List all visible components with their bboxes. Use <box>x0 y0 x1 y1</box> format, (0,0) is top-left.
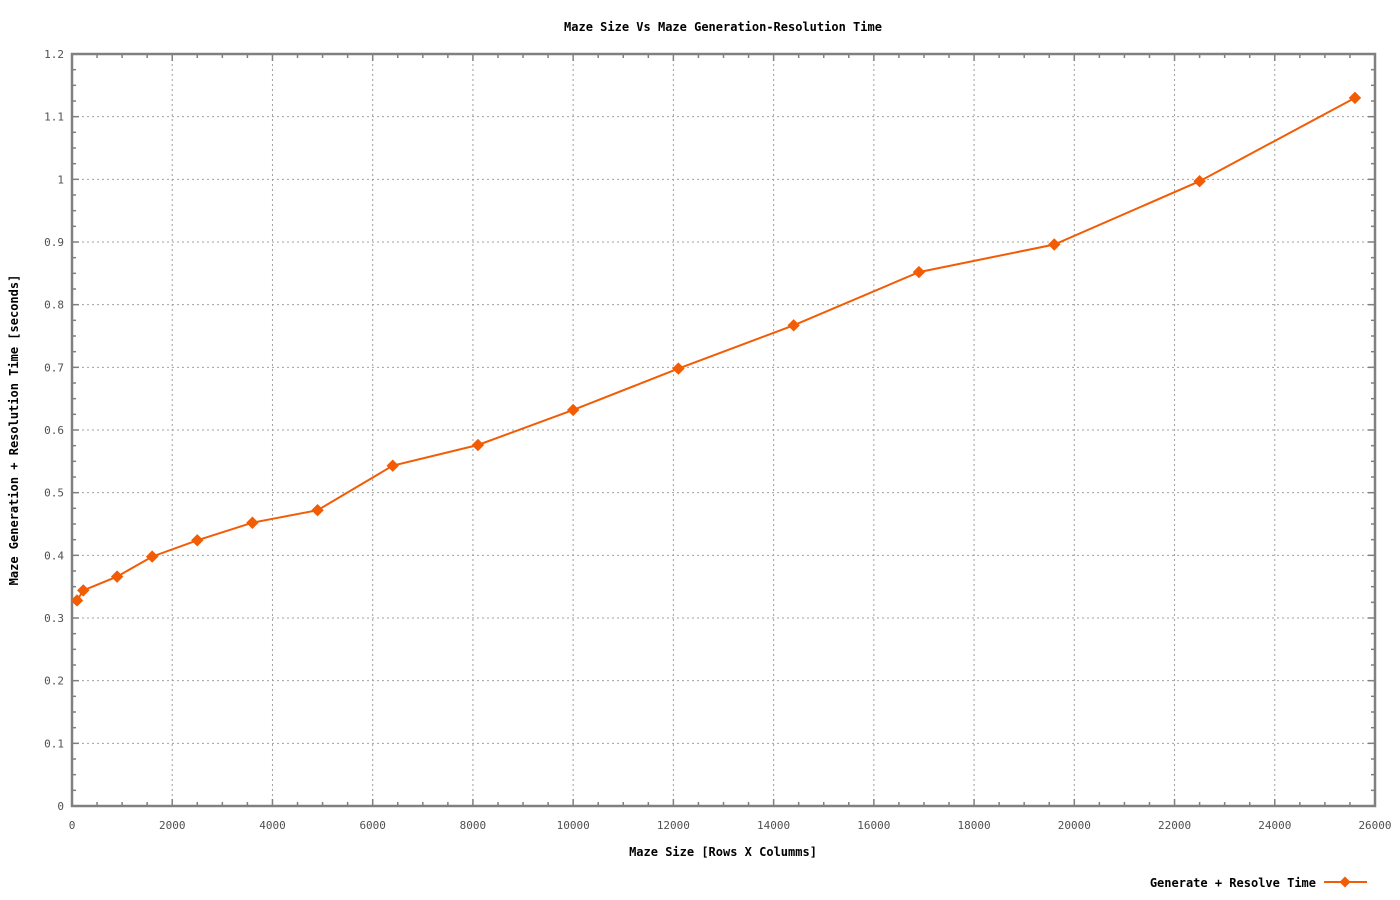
grid <box>72 54 1375 806</box>
x-tick-label: 0 <box>69 819 76 832</box>
y-tick-label: 1.1 <box>44 111 64 124</box>
data-point <box>912 265 926 279</box>
y-axis-label: Maze Generation + Resolution Time [secon… <box>7 275 21 586</box>
y-tick-label: 0.1 <box>44 737 64 750</box>
data-point <box>191 534 204 547</box>
data-point <box>70 594 84 607</box>
x-tick-label: 12000 <box>657 819 690 832</box>
y-tick-label: 0.3 <box>44 612 64 625</box>
y-tick-label: 0.5 <box>44 487 64 500</box>
data-point <box>566 403 580 417</box>
y-tick-label: 0.9 <box>44 236 64 249</box>
data-point <box>77 584 90 597</box>
data-point <box>672 362 685 375</box>
x-tick-label: 24000 <box>1258 819 1291 832</box>
x-tick-label: 4000 <box>259 819 286 832</box>
series <box>70 91 1362 607</box>
x-tick-label: 2000 <box>159 819 186 832</box>
data-point <box>145 550 159 563</box>
x-tick-label: 16000 <box>857 819 890 832</box>
x-tick-label: 10000 <box>557 819 590 832</box>
y-tick-label: 0 <box>57 800 64 813</box>
data-point <box>1048 238 1061 251</box>
data-point <box>1348 91 1362 105</box>
data-point <box>311 504 324 517</box>
data-point <box>110 570 124 583</box>
tick-labels: 0 2000 4000 6000 8000 10000 12000 14000 16000 180… <box>44 48 1391 832</box>
y-tick-label: 0.8 <box>44 299 64 312</box>
axes <box>70 52 1377 808</box>
data-point <box>386 459 399 472</box>
legend: Generate + Resolve Time <box>1150 876 1367 890</box>
x-tick-label: 20000 <box>1058 819 1091 832</box>
data-point <box>787 319 800 332</box>
y-tick-label: 1.2 <box>44 48 64 61</box>
y-tick-label: 0.4 <box>44 549 64 562</box>
legend-marker <box>1339 876 1351 888</box>
x-axis-label: Maze Size [Rows X Columms] <box>629 845 817 859</box>
x-tick-label: 18000 <box>958 819 991 832</box>
y-tick-label: 0.6 <box>44 424 64 437</box>
data-point <box>246 516 259 529</box>
y-tick-label: 0.2 <box>44 675 64 688</box>
x-tick-label: 6000 <box>359 819 386 832</box>
x-tick-label: 22000 <box>1158 819 1191 832</box>
x-tick-label: 8000 <box>460 819 487 832</box>
y-tick-label: 0.7 <box>44 361 64 374</box>
x-tick-label: 14000 <box>757 819 790 832</box>
data-point <box>471 438 485 452</box>
chart-title: Maze Size Vs Maze Generation-Resolution … <box>564 20 882 34</box>
y-tick-label: 1 <box>57 173 64 186</box>
legend-label: Generate + Resolve Time <box>1150 876 1316 890</box>
x-tick-label: 26000 <box>1358 819 1391 832</box>
data-point <box>1193 175 1206 188</box>
series-line <box>76 97 1356 602</box>
